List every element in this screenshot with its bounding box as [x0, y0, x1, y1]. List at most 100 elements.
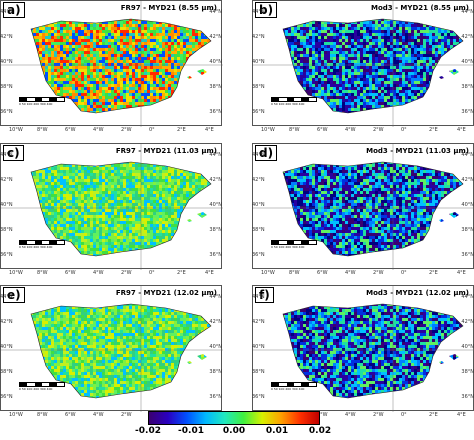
lat-label: 38°N	[252, 369, 265, 375]
lat-label: 42°N	[0, 177, 13, 183]
panel-title: FR97 - MYD21 (11.03 µm)	[115, 147, 217, 155]
lat-label: 40°N	[209, 202, 222, 208]
lat-label: 36°N	[252, 109, 265, 115]
lat-label: 38°N	[461, 369, 474, 375]
lon-label: 2°E	[177, 270, 186, 276]
lat-label: 38°N	[0, 369, 13, 375]
lat-label: 38°N	[252, 227, 265, 233]
lat-label: 36°N	[209, 252, 222, 258]
lon-label: 4°W	[93, 127, 104, 133]
scale-bar: 0 50 100 200 300 400	[19, 240, 65, 250]
lat-label: 42°N	[252, 177, 265, 183]
lat-label: 42°N	[461, 319, 474, 325]
lon-label: 8°W	[37, 412, 48, 418]
coastline	[282, 161, 464, 257]
lat-label: 38°N	[461, 84, 474, 90]
lon-label: 4°W	[345, 127, 356, 133]
map-panel: a) FR97 - MYD21 (8.55 µm) 44°N 44°N 42°N 42°N…	[0, 0, 223, 133]
colorbar-tick: -0.02	[135, 426, 161, 436]
colorbar-tick: 0.01	[265, 426, 289, 436]
lon-label: 0°	[401, 412, 407, 418]
iberia-map	[253, 144, 474, 270]
panel-title: FR97 - MYD21 (12.02 µm)	[115, 289, 217, 297]
panel-label: a)	[3, 2, 25, 18]
lat-label: 42°N	[209, 177, 222, 183]
iberia-map	[1, 1, 223, 127]
scale-bar-ticks: 0 50 100 200 300 400	[19, 387, 53, 391]
lat-label: 40°N	[461, 202, 474, 208]
lat-label: 44°N	[252, 152, 265, 158]
map-panel: b) Mod3 - MYD21 (8.55 µm) 44°N 44°N 42°N 42°N…	[252, 0, 474, 133]
lat-label: 40°N	[252, 344, 265, 350]
coastline	[30, 161, 212, 257]
coastline	[30, 18, 212, 114]
coastline	[30, 303, 212, 399]
lat-label: 38°N	[209, 227, 222, 233]
lon-label: 6°W	[65, 412, 76, 418]
lat-label: 44°N	[0, 9, 13, 15]
coastline	[282, 303, 464, 399]
lon-label: 6°W	[65, 270, 76, 276]
lon-label: 4°W	[345, 270, 356, 276]
lon-label: 6°W	[65, 127, 76, 133]
lat-label: 38°N	[461, 227, 474, 233]
lat-label: 36°N	[0, 252, 13, 258]
lat-label: 36°N	[461, 252, 474, 258]
lat-label: 40°N	[252, 59, 265, 65]
colorbar-gradient	[148, 411, 320, 425]
lat-label: 42°N	[461, 34, 474, 40]
lat-label: 38°N	[252, 84, 265, 90]
lon-label: 4°W	[345, 412, 356, 418]
map-panel: c) FR97 - MYD21 (11.03 µm) 44°N 44°N 42°N 42°…	[0, 143, 223, 276]
map-panel: e) FR97 - MYD21 (12.02 µm) 44°N 44°N 42°N 42°…	[0, 285, 223, 418]
lon-label: 4°E	[205, 127, 214, 133]
lon-label: 4°W	[93, 412, 104, 418]
lon-label: 8°W	[37, 127, 48, 133]
lon-label: 2°E	[429, 127, 438, 133]
lat-label: 36°N	[209, 109, 222, 115]
lat-label: 36°N	[252, 394, 265, 400]
lat-label: 42°N	[0, 319, 13, 325]
lon-label: 2°W	[373, 270, 384, 276]
lat-label: 40°N	[0, 344, 13, 350]
lat-label: 40°N	[209, 59, 222, 65]
scale-bar: 0 50 100 200 300 400	[271, 382, 317, 392]
scale-bar-ticks: 0 50 100 200 300 400	[271, 245, 305, 249]
map-panel: d) Mod3 - MYD21 (11.03 µm) 44°N 44°N 42°N 42°…	[252, 143, 474, 276]
panel-label: c)	[3, 145, 24, 161]
lon-label: 2°W	[121, 412, 132, 418]
panel-label: f)	[255, 287, 274, 303]
lat-label: 44°N	[461, 152, 474, 158]
scale-bar: 0 50 100 200 300 400	[19, 97, 65, 107]
lat-label: 42°N	[252, 34, 265, 40]
lon-label: 2°W	[373, 127, 384, 133]
lat-label: 44°N	[0, 294, 13, 300]
lat-label: 36°N	[0, 109, 13, 115]
lat-label: 38°N	[209, 369, 222, 375]
lat-label: 36°N	[461, 109, 474, 115]
colorbar-tick: -0.01	[178, 426, 204, 436]
lon-label: 0°	[401, 270, 407, 276]
lat-label: 44°N	[209, 9, 222, 15]
scale-bar-ticks: 0 50 100 200 300 400	[19, 245, 53, 249]
lat-label: 38°N	[209, 84, 222, 90]
lon-label: 8°W	[37, 270, 48, 276]
lat-label: 44°N	[209, 294, 222, 300]
lat-label: 40°N	[0, 59, 13, 65]
scale-bar-ticks: 0 50 100 200 300 400	[19, 102, 53, 106]
lat-label: 40°N	[461, 59, 474, 65]
lon-label: 10°W	[9, 412, 23, 418]
lat-label: 38°N	[0, 227, 13, 233]
lon-label: 2°E	[429, 270, 438, 276]
lon-label: 2°W	[373, 412, 384, 418]
lat-label: 40°N	[209, 344, 222, 350]
iberia-map	[1, 144, 223, 270]
panel-label: e)	[3, 287, 25, 303]
lon-label: 10°W	[261, 127, 275, 133]
scale-bar-ticks: 0 50 100 200 300 400	[271, 102, 305, 106]
colorbar-ticks: -0.02 -0.01 0.00 0.01 0.02	[135, 425, 331, 439]
scale-bar: 0 50 100 200 300 400	[271, 97, 317, 107]
panel-title: Mod3 - MYD21 (11.03 µm)	[366, 147, 469, 155]
iberia-map	[253, 286, 474, 412]
lon-label: 4°E	[457, 412, 466, 418]
